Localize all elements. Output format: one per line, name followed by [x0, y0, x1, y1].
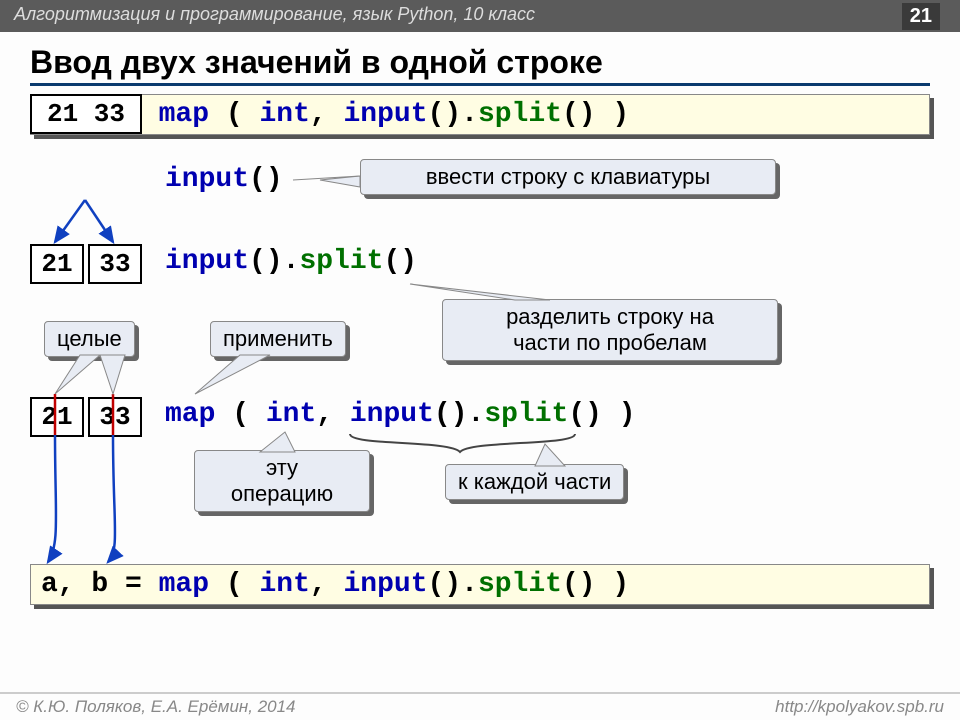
page-number: 21 — [902, 3, 940, 30]
value-box-21b: 21 — [30, 397, 84, 437]
callout-apply: применить — [210, 321, 346, 357]
callout-each: к каждой части — [445, 464, 624, 500]
course-label: Алгоритмизация и программирование, язык … — [14, 4, 535, 24]
callout-split: разделить строку на части по пробелам — [442, 299, 778, 361]
value-box-33b: 33 — [88, 397, 142, 437]
title-underline — [30, 83, 930, 86]
code-row2: input().split() — [165, 246, 417, 277]
footer-right: http://kpolyakov.spb.ru — [775, 697, 944, 717]
footer-left: © К.Ю. Поляков, Е.А. Ерёмин, 2014 — [16, 697, 296, 717]
callout-thisop: эту операцию — [194, 450, 370, 512]
value-box-combined: 21 33 — [30, 94, 142, 134]
code-row3: map ( int, input().split() ) — [165, 399, 636, 430]
callout-ints: целые — [44, 321, 135, 357]
slide-title: Ввод двух значений в одной строке — [30, 44, 930, 81]
code-banner-top: a, b = map ( int, input().split() ) — [30, 94, 930, 135]
code-row1: input() — [165, 164, 283, 195]
footer: © К.Ю. Поляков, Е.А. Ерёмин, 2014 http:/… — [0, 692, 960, 720]
code-banner-bottom: a, b = map ( int, input().split() ) — [30, 564, 930, 605]
header-bar: Алгоритмизация и программирование, язык … — [0, 0, 960, 32]
content-area: a, b = map ( int, input().split() ) 21 3… — [30, 94, 930, 654]
value-box-33a: 33 — [88, 244, 142, 284]
callout-enter: ввести строку с клавиатуры — [360, 159, 776, 195]
value-box-21a: 21 — [30, 244, 84, 284]
